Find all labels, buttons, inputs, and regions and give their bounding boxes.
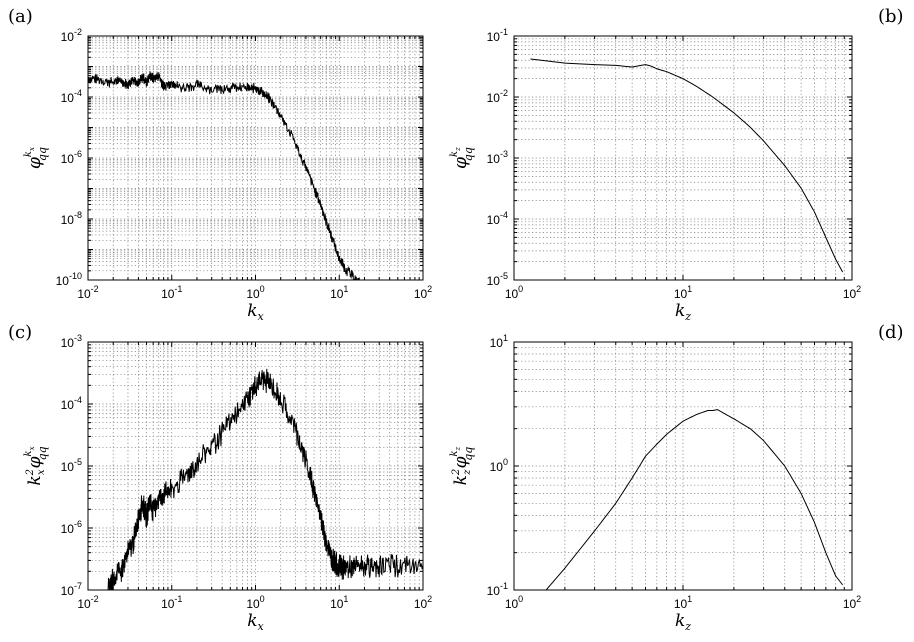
x-tick-label: 101: [330, 594, 348, 611]
y-tick-label: 10-10: [56, 271, 82, 288]
tick-marks: [87, 35, 424, 281]
x-tick-label: 102: [414, 284, 432, 301]
x-tick-label: 101: [674, 284, 692, 301]
panel-a: 10-2 10-1 100 101 102 10-10 10-8 10-6 10-4 10-2 kx…: [8, 6, 432, 323]
x-tick-label: 100: [505, 594, 523, 611]
y-tick-label: 10-2: [487, 88, 508, 105]
y-tick-label: 10-6: [61, 519, 82, 536]
panel-label: (b): [878, 6, 904, 27]
panel-b: 100 101 102 10-5 10-4 10-3 10-2 10-1 kz φkzqq (b): [449, 6, 904, 323]
y-tick-label: 10-2: [61, 27, 82, 44]
panel-label: (c): [8, 322, 32, 343]
x-tick-label: 10-1: [161, 284, 182, 301]
y-tick-label: 10-1: [487, 581, 508, 598]
series-line: [530, 58, 844, 273]
panel-c: 10-2 10-1 100 101 102 10-7 10-6 10-5 10-4 10-3 kx k…: [8, 322, 432, 633]
y-tick-label: 10-4: [487, 210, 508, 227]
panel-label: (d): [878, 322, 904, 343]
y-tick-label: 10-3: [487, 149, 508, 166]
x-axis-label: kz: [675, 301, 691, 323]
x-tick-label: 101: [674, 594, 692, 611]
y-tick-label: 10-5: [61, 457, 82, 474]
x-tick-label: 10-2: [77, 594, 98, 611]
y-axis-label: k2zφkzqq: [449, 446, 475, 485]
y-tick-label: 10-8: [61, 210, 82, 227]
grid: [88, 36, 423, 280]
y-tick-label: 10-6: [61, 149, 82, 166]
y-tick-label: 101: [490, 333, 508, 350]
y-tick-label: 10-5: [487, 271, 508, 288]
x-tick-label: 100: [246, 284, 264, 301]
grid: [88, 342, 423, 590]
y-tick-label: 10-4: [61, 395, 82, 412]
series-line: [545, 409, 844, 590]
x-tick-label: 101: [330, 284, 348, 301]
x-tick-label: 10-1: [161, 594, 182, 611]
tick-marks: [87, 341, 424, 591]
x-axis-label: kz: [675, 611, 691, 633]
x-tick-label: 102: [843, 594, 861, 611]
y-tick-label: 10-7: [61, 581, 82, 598]
series-line: [107, 368, 423, 590]
y-axis-label: k2xφkxqq: [23, 446, 49, 485]
series-line: [88, 71, 360, 280]
panel-label: (a): [8, 6, 33, 27]
tick-marks: [513, 35, 853, 281]
x-tick-label: 100: [505, 284, 523, 301]
x-tick-label: 100: [246, 594, 264, 611]
x-axis-label: kx: [247, 301, 264, 323]
x-tick-label: 102: [843, 284, 861, 301]
grid: [514, 342, 852, 590]
y-tick-label: 10-1: [487, 27, 508, 44]
grid: [514, 36, 852, 280]
y-axis-label: φkxqq: [23, 147, 49, 169]
y-tick-label: 10-3: [61, 333, 82, 350]
y-axis-label: φkzqq: [449, 147, 475, 169]
tick-marks: [513, 341, 853, 591]
y-tick-label: 10-4: [61, 88, 82, 105]
x-tick-label: 102: [414, 594, 432, 611]
y-tick-label: 100: [490, 457, 508, 474]
x-axis-label: kx: [247, 611, 264, 633]
x-tick-label: 10-2: [77, 284, 98, 301]
